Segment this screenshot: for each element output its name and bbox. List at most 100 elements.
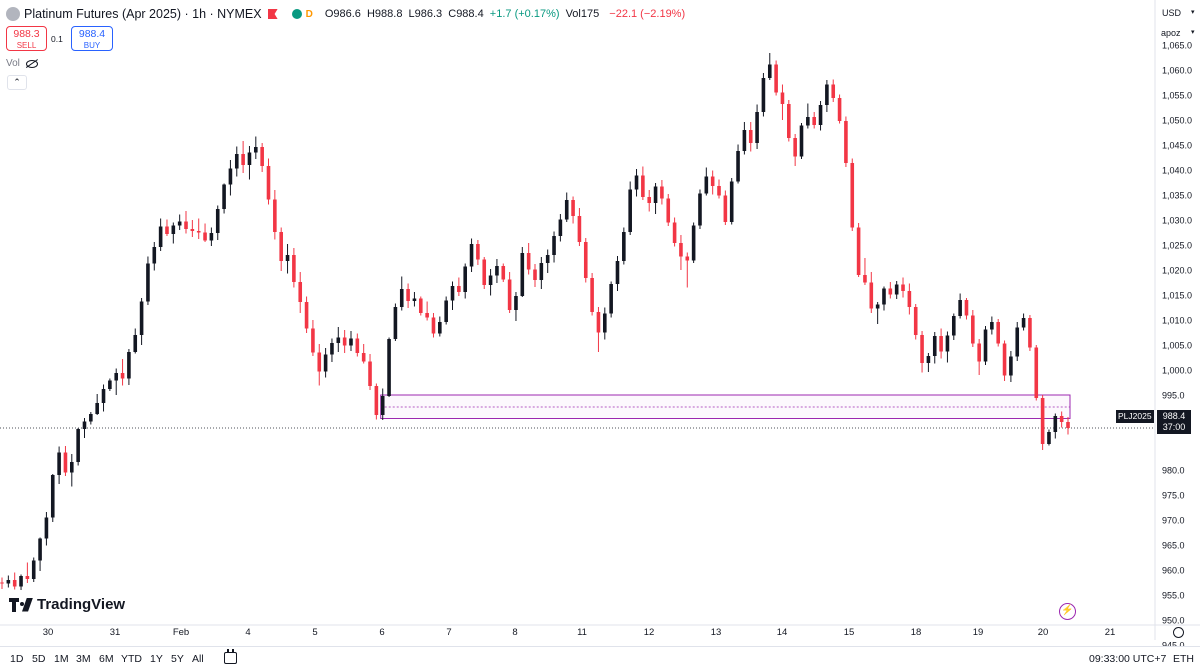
range-5d[interactable]: 5D (32, 653, 46, 665)
candle-body (387, 339, 391, 396)
sell-label: SELL (16, 41, 37, 50)
settings-gear-icon[interactable] (1173, 627, 1184, 638)
price-tick-label: 1,020.0 (1162, 266, 1192, 276)
candle-body (19, 576, 23, 587)
candle-body (526, 253, 531, 270)
candle-body (463, 266, 468, 292)
candle-body (913, 307, 918, 335)
sell-button[interactable]: 988.3 SELL (6, 26, 47, 51)
delayed-badge[interactable]: D (305, 8, 313, 20)
candle-body (863, 275, 867, 283)
candle-body (279, 232, 283, 261)
candle-body (533, 269, 537, 280)
candle-body (685, 256, 690, 261)
candle-body (1002, 343, 1007, 376)
volume-indicator-legend[interactable]: Vol (6, 58, 38, 69)
time-tick-label: 8 (512, 627, 517, 638)
symbol-title[interactable]: Platinum Futures (Apr 2025) · 1h · NYMEX (24, 7, 262, 21)
utc-clock[interactable]: 09:33:00 UTC+7 (1089, 653, 1167, 665)
session-selector[interactable]: ETH (1173, 653, 1194, 665)
candle-body (660, 186, 664, 199)
candle-body (1021, 318, 1026, 328)
candle-body (495, 266, 499, 276)
candle-body (323, 354, 328, 372)
range-3m[interactable]: 3M (76, 653, 91, 665)
price-tick-label: 970.0 (1162, 516, 1185, 526)
calendar-icon[interactable] (224, 649, 237, 664)
candle-body (139, 301, 144, 335)
candle-body (1047, 432, 1051, 444)
flag-icon[interactable] (267, 9, 278, 19)
collapse-legend-button[interactable]: ⌃ (7, 75, 27, 90)
candle-body (888, 288, 893, 295)
range-1m[interactable]: 1M (54, 653, 69, 665)
candle-body (514, 296, 518, 310)
range-1y[interactable]: 1Y (150, 653, 163, 665)
candle-body (438, 322, 442, 334)
candle-body (127, 352, 131, 379)
lightning-icon[interactable]: ⚡ (1059, 603, 1076, 620)
candle-body (482, 259, 487, 285)
symbol-logo-icon (6, 7, 20, 21)
range-1d[interactable]: 1D (10, 653, 24, 665)
range-all[interactable]: All (192, 653, 204, 665)
tradingview-logo[interactable]: TradingView (9, 596, 125, 613)
price-scale-header[interactable]: USD ▾ apoz ▾ (1155, 0, 1200, 50)
range-6m[interactable]: 6M (99, 653, 114, 665)
candle-body (710, 176, 715, 186)
candle-body (780, 92, 785, 104)
time-tick-label: 11 (577, 627, 587, 638)
candle-body (717, 186, 721, 196)
candle-body (742, 130, 747, 151)
currency-selector[interactable]: USD (1162, 8, 1182, 18)
buy-button[interactable]: 988.4 BUY (71, 26, 113, 51)
candle-body (818, 105, 823, 125)
bar-countdown: 37:00 (1162, 422, 1186, 432)
volume-value: Vol175 (565, 8, 600, 20)
candle-body (355, 338, 360, 353)
market-status-icon[interactable] (291, 9, 302, 19)
candle-body (939, 336, 943, 352)
candle-body (856, 227, 861, 275)
candle-body (222, 184, 226, 209)
candle-body (63, 452, 68, 473)
candle-body (920, 335, 924, 363)
unit-selector[interactable]: apoz (1161, 28, 1181, 38)
price-tick-label: 1,050.0 (1162, 116, 1192, 126)
range-5y[interactable]: 5Y (171, 653, 184, 665)
candle-body (82, 421, 87, 429)
candle-body (698, 193, 702, 226)
close-value: C988.4 (448, 8, 484, 20)
candle-body (736, 151, 740, 182)
candle-body (25, 576, 30, 579)
volume-indicator-label: Vol (6, 58, 20, 69)
candlestick-chart[interactable]: 1,065.0 1,060.0 1,055.0 1,050.0 1,045.0 1,040… (0, 0, 1200, 646)
chart-pane[interactable]: 1,065.0 1,060.0 1,055.0 1,050.0 1,045.0 1,040… (0, 0, 1200, 646)
time-tick-label: 13 (711, 627, 722, 638)
candle-body (850, 163, 855, 228)
candle-body (418, 298, 423, 313)
eye-hidden-icon[interactable] (25, 59, 38, 68)
time-tick-label: 21 (1105, 627, 1116, 638)
candle-body (469, 244, 474, 267)
price-tick-label: 1,060.0 (1162, 66, 1192, 76)
range-ytd[interactable]: YTD (121, 653, 142, 665)
candle-body (1066, 422, 1070, 428)
candle-body (1053, 416, 1058, 432)
candle-body (723, 195, 728, 222)
candle-body (1028, 318, 1032, 348)
candle-body (177, 221, 182, 226)
price-tick-label: 945.0 (1162, 641, 1185, 647)
candle-body (793, 138, 797, 157)
buy-label: BUY (83, 41, 101, 50)
candle-body (241, 154, 245, 165)
candle-body (1040, 398, 1045, 444)
candle-body (215, 209, 220, 233)
price-tick-label: 1,030.0 (1162, 216, 1192, 226)
candle-body (0, 582, 4, 584)
candle-body (457, 286, 461, 292)
candle-body (641, 175, 645, 197)
candle-body (450, 286, 455, 301)
time-tick-label: 5 (312, 627, 317, 638)
candle-body (50, 475, 55, 518)
